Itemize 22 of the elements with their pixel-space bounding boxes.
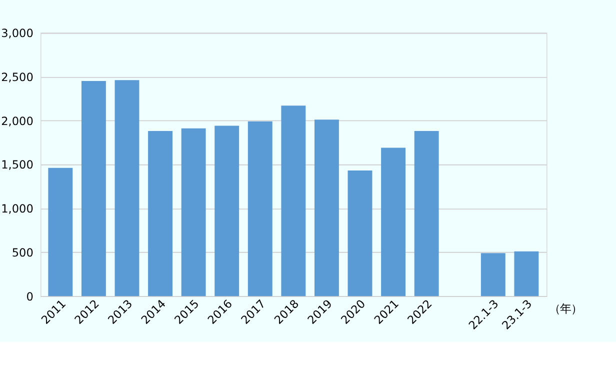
bar <box>148 131 172 296</box>
bar <box>414 131 439 296</box>
bar <box>48 168 73 296</box>
bar <box>81 81 106 296</box>
bar <box>114 80 140 296</box>
bar <box>181 128 206 296</box>
y-tick-label: 1,500 <box>1 158 34 172</box>
bar <box>314 120 339 296</box>
bar <box>248 121 272 296</box>
bar <box>514 251 539 296</box>
bar <box>214 126 240 296</box>
y-tick-label: 500 <box>12 246 34 260</box>
y-tick-label: 0 <box>26 290 34 304</box>
bar <box>480 253 506 296</box>
bar <box>281 106 306 296</box>
bar <box>348 170 372 296</box>
bar <box>381 148 406 296</box>
x-axis-title: （年） <box>548 302 582 316</box>
y-tick-label: 1,000 <box>1 202 34 216</box>
y-tick-label: 2,000 <box>1 114 34 128</box>
y-tick-label: 2,500 <box>1 70 34 84</box>
y-tick-label: 3,000 <box>1 26 34 40</box>
